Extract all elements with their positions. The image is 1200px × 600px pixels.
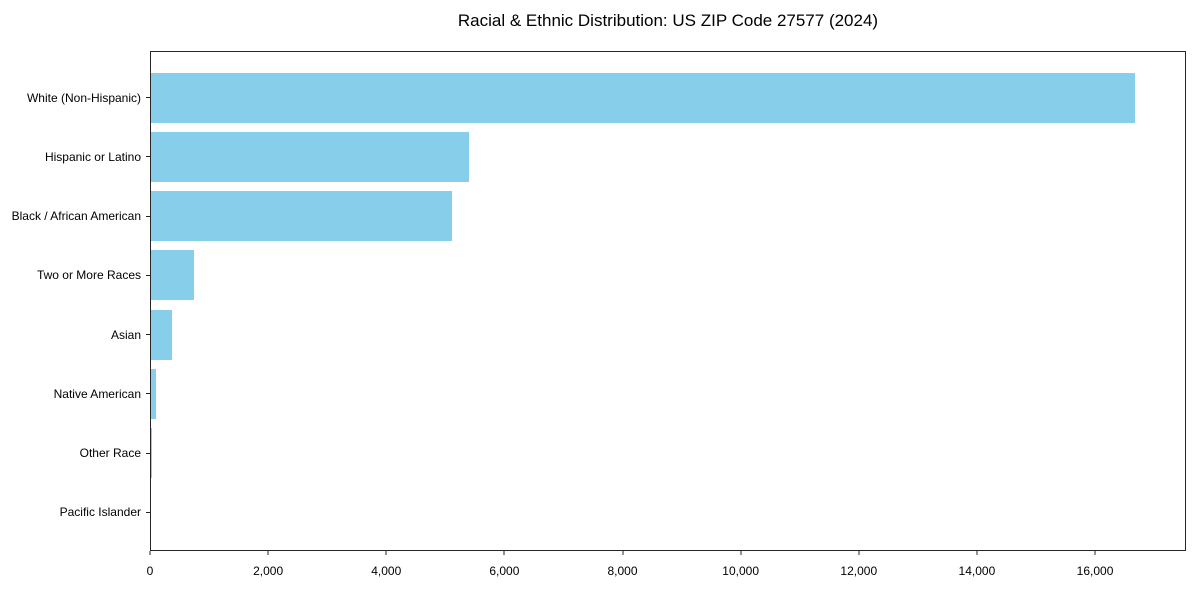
chart-title: Racial & Ethnic Distribution: US ZIP Cod… — [457, 11, 879, 30]
y-tick-mark — [146, 393, 150, 395]
bar-hispanic-or-latino — [151, 131, 470, 182]
y-tick-label: Other Race — [79, 446, 141, 461]
x-tick-mark — [503, 551, 505, 555]
y-tick-mark — [146, 511, 150, 513]
y-tick-mark — [146, 274, 150, 276]
y-label-row-other-race: Other Race — [0, 424, 150, 483]
x-tick-mark — [976, 551, 978, 555]
x-tick-mark — [1094, 551, 1096, 555]
y-label-row-black-african-american: Black / African American — [0, 187, 150, 246]
bar-row-white-non-hispanic — [151, 68, 1185, 127]
x-axis: 0 2,000 4,000 6,000 8,000 10,000 12,000 14,000 1… — [146, 551, 1186, 596]
y-tick-label: Hispanic or Latino — [44, 149, 141, 164]
y-tick-label: Two or More Races — [36, 268, 141, 283]
x-tick-label: 6,000 — [489, 564, 520, 578]
x-tick-label: 14,000 — [958, 564, 996, 578]
x-tick-label: 8,000 — [607, 564, 638, 578]
bar-two-or-more-races — [151, 250, 195, 301]
bars-container — [151, 52, 1185, 550]
y-label-row-pacific-islander: Pacific Islander — [0, 483, 150, 542]
x-tick-label: 4,000 — [371, 564, 402, 578]
x-tick-mark — [149, 551, 151, 555]
x-tick-label: 12,000 — [840, 564, 878, 578]
y-tick-mark — [146, 215, 150, 217]
y-tick-mark — [146, 156, 150, 158]
bar-row-other-race — [151, 424, 1185, 483]
x-tick-mark — [267, 551, 269, 555]
y-label-row-hispanic-or-latino: Hispanic or Latino — [0, 127, 150, 186]
bar-row-asian — [151, 305, 1185, 364]
y-tick-mark — [146, 334, 150, 336]
bar-white-non-hispanic — [151, 72, 1136, 123]
bar-row-pacific-islander — [151, 483, 1185, 542]
bar-row-two-or-more-races — [151, 246, 1185, 305]
y-label-row-two-or-more-races: Two or More Races — [0, 246, 150, 305]
y-tick-label: Native American — [53, 386, 141, 401]
y-label-row-native-american: Native American — [0, 364, 150, 423]
y-tick-mark — [146, 97, 150, 99]
x-tick-label: 10,000 — [722, 564, 759, 578]
y-tick-label: Asian — [110, 327, 141, 342]
bar-row-hispanic-or-latino — [151, 127, 1185, 186]
y-label-row-white-non-hispanic: White (Non-Hispanic) — [0, 68, 150, 127]
x-tick-label: 0 — [146, 564, 154, 578]
y-label-row-asian: Asian — [0, 305, 150, 364]
x-tick-mark — [858, 551, 860, 555]
bar-row-native-american — [151, 364, 1185, 423]
bar-native-american — [151, 368, 156, 419]
y-tick-label: Black / African American — [11, 209, 141, 224]
plot-area — [150, 51, 1186, 551]
bar-row-black-african-american — [151, 187, 1185, 246]
bar-black-african-american — [151, 191, 452, 242]
x-tick-label: 2,000 — [253, 564, 284, 578]
bar-asian — [151, 309, 172, 360]
x-tick-mark — [740, 551, 742, 555]
x-tick-label: 16,000 — [1076, 564, 1114, 578]
y-tick-label: Pacific Islander — [59, 505, 141, 520]
y-tick-label: White (Non-Hispanic) — [26, 90, 141, 105]
x-tick-mark — [622, 551, 624, 555]
y-tick-mark — [146, 452, 150, 454]
x-tick-mark — [385, 551, 387, 555]
bar-other-race — [151, 428, 152, 479]
y-axis-labels: White (Non-Hispanic) Hispanic or Latino Bl… — [0, 52, 150, 550]
